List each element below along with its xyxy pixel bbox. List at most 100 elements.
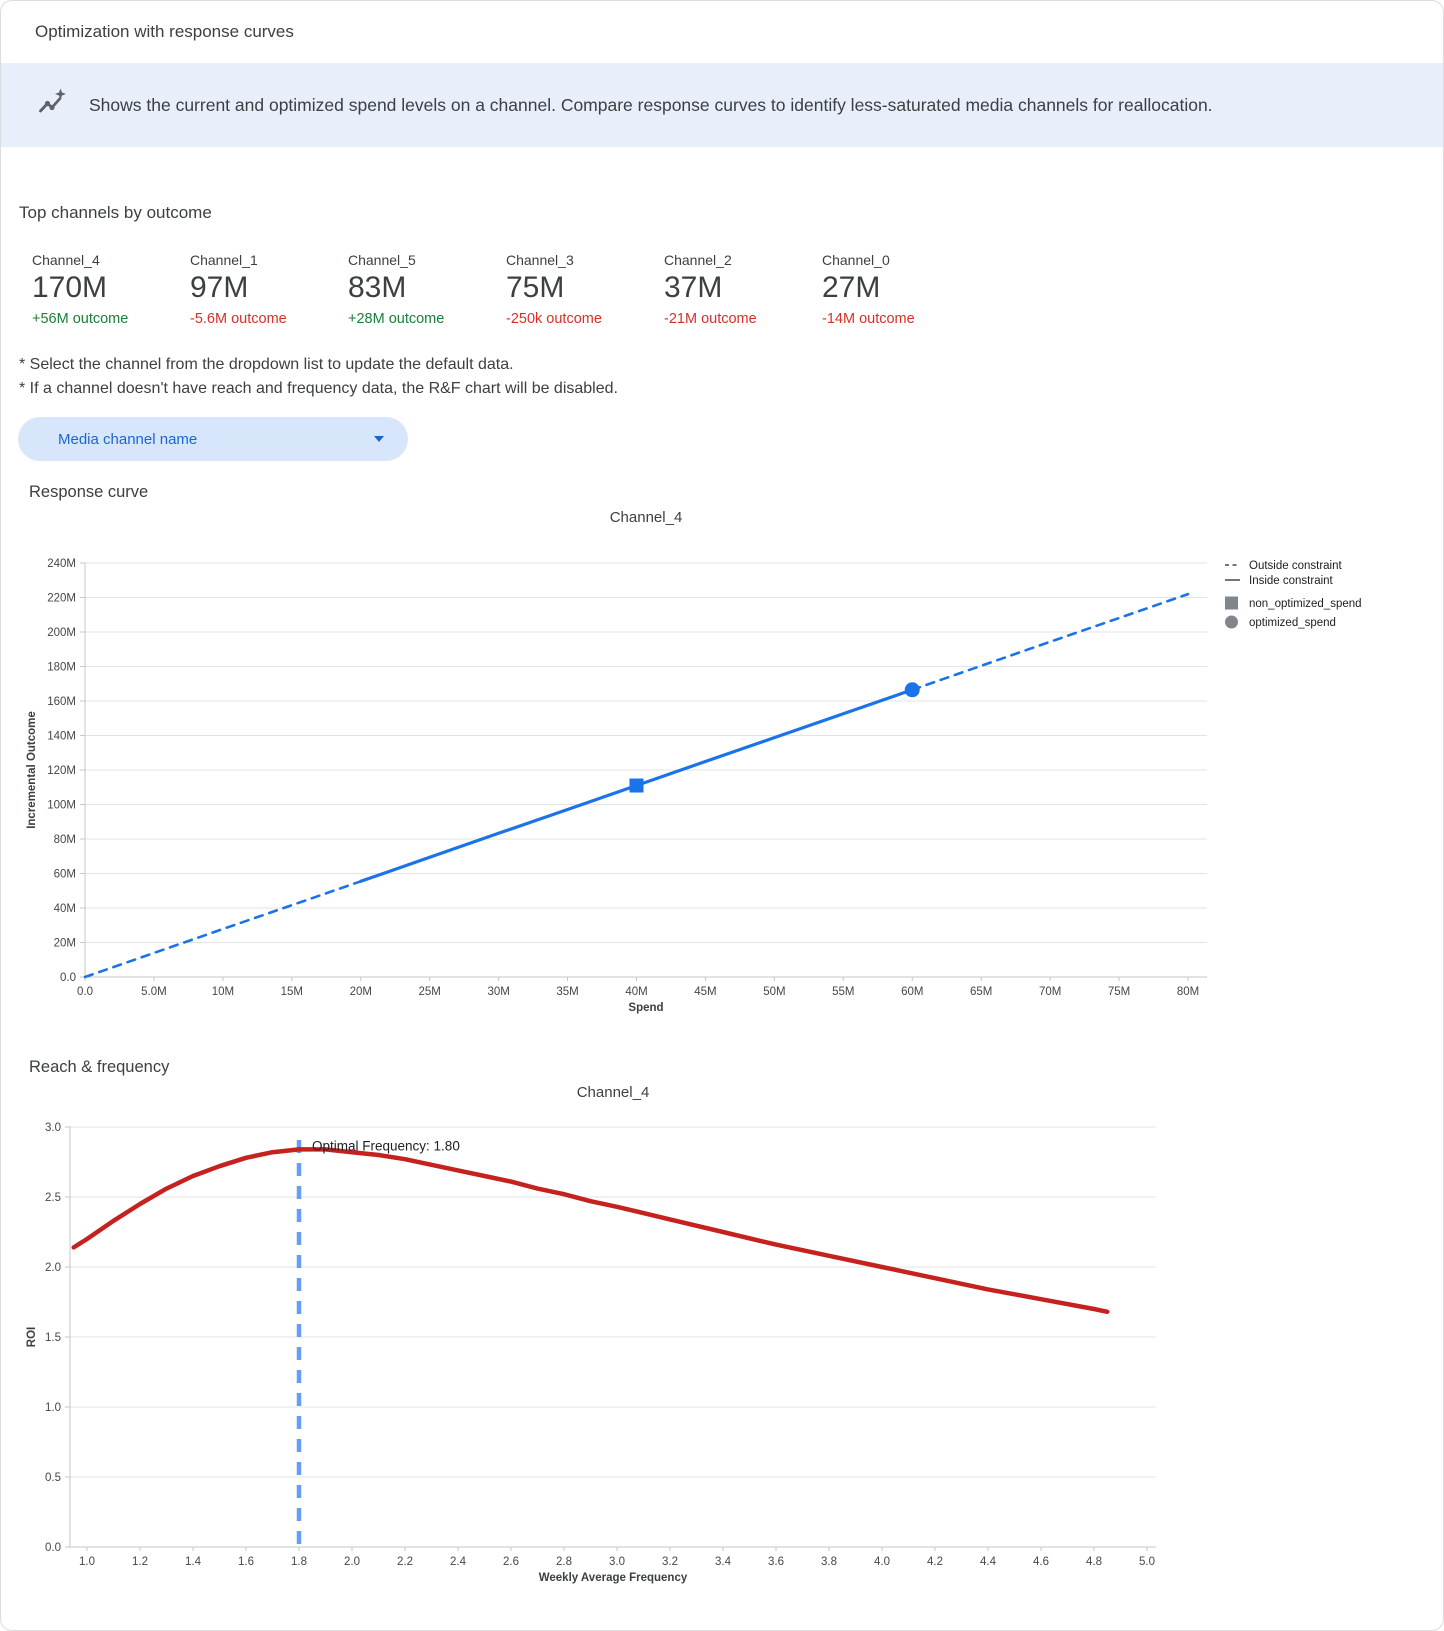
svg-text:0.0: 0.0 [77, 986, 93, 998]
channel-delta: +28M outcome [348, 311, 445, 327]
banner-description: Shows the current and optimized spend le… [89, 94, 1213, 115]
response-curve-chart: 0.0 20M 40M 60M 80M 100M 120M 140M 160M 180M 200M 2… [26, 509, 1362, 1014]
top-channels-row: Channel_4 170M +56M outcome Channel_1 97… [32, 251, 1443, 329]
svg-text:0.0: 0.0 [45, 1542, 61, 1554]
svg-text:120M: 120M [47, 765, 76, 777]
svg-text:3.0: 3.0 [609, 1556, 625, 1568]
svg-text:40M: 40M [625, 986, 647, 998]
svg-text:75M: 75M [1108, 986, 1130, 998]
svg-text:Channel_4: Channel_4 [610, 509, 683, 526]
svg-text:220M: 220M [47, 593, 76, 605]
svg-text:3.4: 3.4 [715, 1556, 732, 1568]
svg-text:2.6: 2.6 [503, 1556, 519, 1568]
channel-delta: -21M outcome [664, 311, 757, 327]
svg-text:Incremental Outcome: Incremental Outcome [26, 711, 38, 829]
svg-text:1.5: 1.5 [45, 1332, 61, 1344]
svg-text:4.0: 4.0 [874, 1556, 890, 1568]
svg-text:160M: 160M [47, 696, 76, 708]
channel-value: 97M [190, 271, 249, 304]
footnotes: * Select the channel from the dropdown l… [19, 353, 1443, 401]
channel-name: Channel_0 [822, 252, 890, 268]
svg-text:3.8: 3.8 [821, 1556, 837, 1568]
top-channels-heading: Top channels by outcome [19, 203, 212, 222]
svg-text:200M: 200M [47, 627, 76, 639]
svg-text:5.0M: 5.0M [141, 986, 167, 998]
svg-text:30M: 30M [487, 986, 509, 998]
svg-text:50M: 50M [763, 986, 785, 998]
svg-text:45M: 45M [694, 986, 716, 998]
svg-text:15M: 15M [281, 986, 303, 998]
svg-text:4.8: 4.8 [1086, 1556, 1102, 1568]
svg-text:ROI: ROI [26, 1327, 38, 1347]
svg-text:2.8: 2.8 [556, 1556, 572, 1568]
svg-text:40M: 40M [54, 903, 76, 915]
channel-card: Channel_5 83M +28M outcome [348, 251, 506, 329]
channel-delta: -14M outcome [822, 311, 915, 327]
svg-text:2.5: 2.5 [45, 1192, 61, 1204]
channel-value: 37M [664, 271, 723, 304]
svg-text:5.0: 5.0 [1139, 1556, 1155, 1568]
caret-down-icon [374, 436, 384, 442]
media-channel-dropdown[interactable]: Media channel name [18, 417, 408, 461]
svg-text:4.2: 4.2 [927, 1556, 943, 1568]
svg-text:0.5: 0.5 [45, 1472, 61, 1484]
svg-text:2.0: 2.0 [344, 1556, 360, 1568]
page-title: Optimization with response curves [35, 22, 294, 41]
svg-text:180M: 180M [47, 662, 76, 674]
channel-card: Channel_4 170M +56M outcome [32, 251, 190, 329]
channel-value: 83M [348, 271, 407, 304]
svg-text:240M: 240M [47, 558, 76, 570]
media-channel-dropdown-label: Media channel name [58, 430, 198, 448]
svg-text:1.0: 1.0 [45, 1402, 61, 1414]
channel-value: 27M [822, 271, 881, 304]
svg-text:140M: 140M [47, 731, 76, 743]
svg-text:Inside constraint: Inside constraint [1249, 575, 1334, 587]
svg-text:80M: 80M [54, 834, 76, 846]
reach-frequency-chart: 0.0 0.5 1.0 1.5 2.0 2.5 3.0 1.0 1.2 1.4 1.6 1.8 2.0 2… [26, 1084, 1156, 1584]
svg-text:10M: 10M [212, 986, 234, 998]
svg-text:Optimal Frequency: 1.80: Optimal Frequency: 1.80 [312, 1138, 460, 1153]
svg-text:4.6: 4.6 [1033, 1556, 1049, 1568]
channel-delta: +56M outcome [32, 311, 129, 327]
title-bar: Optimization with response curves [1, 1, 1443, 63]
channel-name: Channel_2 [664, 252, 732, 268]
channel-value: 75M [506, 271, 565, 304]
footnote-rf: * If a channel doesn't have reach and fr… [19, 380, 618, 397]
svg-text:Weekly Average Frequency: Weekly Average Frequency [539, 1572, 688, 1584]
channel-card: Channel_0 27M -14M outcome [822, 251, 980, 329]
svg-text:Channel_4: Channel_4 [577, 1084, 650, 1101]
channel-value: 170M [32, 271, 108, 304]
svg-text:80M: 80M [1177, 986, 1199, 998]
svg-text:2.2: 2.2 [397, 1556, 413, 1568]
svg-text:60M: 60M [901, 986, 923, 998]
channel-card: Channel_2 37M -21M outcome [664, 251, 822, 329]
svg-text:65M: 65M [970, 986, 992, 998]
svg-text:3.0: 3.0 [45, 1122, 61, 1134]
svg-text:1.8: 1.8 [291, 1556, 307, 1568]
svg-text:25M: 25M [419, 986, 441, 998]
svg-text:1.4: 1.4 [185, 1556, 202, 1568]
info-banner: Shows the current and optimized spend le… [1, 63, 1443, 147]
channel-name: Channel_5 [348, 252, 416, 268]
svg-text:Spend: Spend [628, 1002, 663, 1014]
svg-text:55M: 55M [832, 986, 854, 998]
svg-text:100M: 100M [47, 800, 76, 812]
svg-text:Outside constraint: Outside constraint [1249, 560, 1342, 572]
svg-text:1.0: 1.0 [79, 1556, 95, 1568]
svg-text:2.0: 2.0 [45, 1262, 61, 1274]
svg-text:2.4: 2.4 [450, 1556, 467, 1568]
svg-text:20M: 20M [54, 938, 76, 950]
svg-text:non_optimized_spend: non_optimized_spend [1249, 598, 1362, 610]
reach-frequency-heading: Reach & frequency [29, 1058, 170, 1076]
channel-delta: -250k outcome [506, 311, 602, 327]
insights-sparkline-icon [37, 88, 67, 123]
svg-text:60M: 60M [54, 869, 76, 881]
svg-text:optimized_spend: optimized_spend [1249, 617, 1336, 629]
svg-text:70M: 70M [1039, 986, 1061, 998]
svg-text:1.6: 1.6 [238, 1556, 254, 1568]
svg-text:3.2: 3.2 [662, 1556, 678, 1568]
svg-text:1.2: 1.2 [132, 1556, 148, 1568]
channel-delta: -5.6M outcome [190, 311, 287, 327]
channel-card: Channel_3 75M -250k outcome [506, 251, 664, 329]
